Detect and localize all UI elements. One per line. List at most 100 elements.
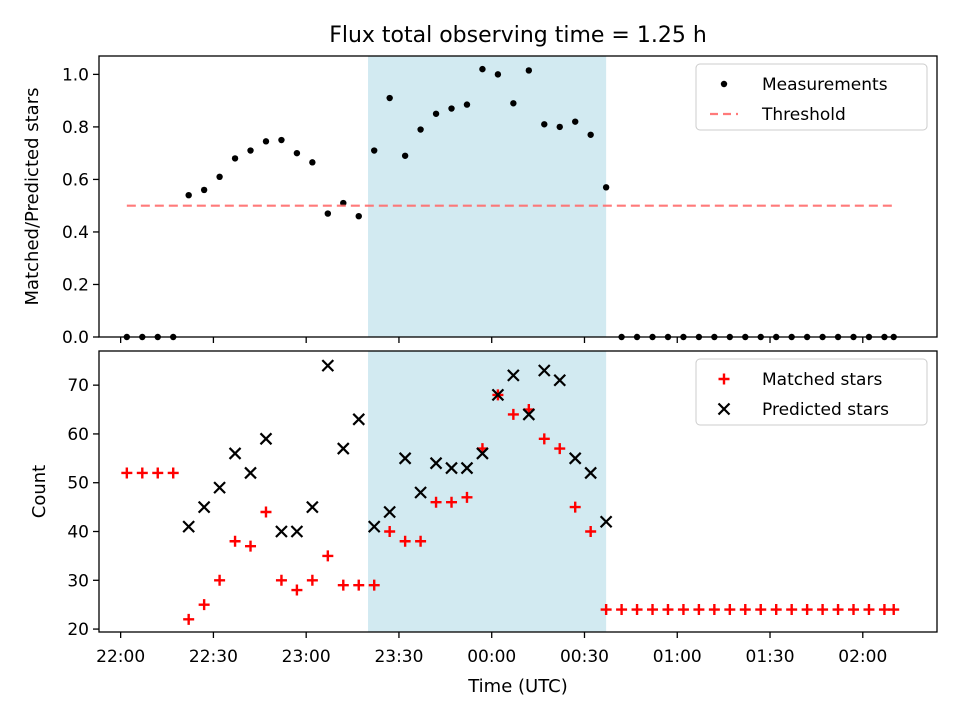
data-point bbox=[290, 525, 304, 538]
data-point bbox=[384, 526, 396, 538]
data-point bbox=[556, 123, 563, 131]
data-point bbox=[352, 413, 366, 426]
data-point bbox=[602, 184, 610, 191]
data-point bbox=[216, 173, 223, 181]
data-point bbox=[213, 481, 226, 494]
data-point bbox=[616, 604, 628, 616]
data-point bbox=[631, 604, 643, 616]
bottom-x-ticks: 22:00 22:30 23:00 23:30 00:00 00:30 01:00 01:30… bbox=[96, 632, 887, 667]
data-point bbox=[398, 452, 412, 465]
data-point bbox=[572, 118, 579, 125]
bottom-panel: 20 30 40 50 60 70 22:00 22:30 23:00 23:30 00:00 00… bbox=[29, 350, 938, 697]
data-point bbox=[152, 467, 164, 479]
data-point bbox=[863, 604, 875, 616]
x-tick-label: 23:00 bbox=[282, 647, 331, 667]
y-tick-label: 70 bbox=[67, 376, 89, 396]
data-point bbox=[541, 121, 548, 128]
data-point bbox=[200, 186, 208, 194]
data-point bbox=[585, 526, 597, 538]
data-point bbox=[507, 408, 519, 420]
data-point bbox=[460, 461, 474, 475]
data-point bbox=[259, 432, 273, 446]
y-tick-label: 1.0 bbox=[62, 65, 89, 85]
legend-marker bbox=[720, 80, 728, 88]
data-point bbox=[198, 599, 210, 611]
data-point bbox=[600, 604, 612, 616]
data-point bbox=[383, 505, 396, 519]
data-point bbox=[479, 65, 486, 73]
data-point bbox=[183, 613, 195, 625]
data-point bbox=[647, 604, 659, 616]
data-point bbox=[367, 520, 381, 533]
y-tick-label: 0.6 bbox=[62, 170, 89, 190]
top-shaded-region bbox=[368, 56, 607, 337]
data-point bbox=[786, 604, 798, 616]
data-point bbox=[371, 147, 378, 154]
data-point bbox=[476, 447, 489, 460]
data-point bbox=[553, 373, 567, 387]
x-tick-label: 22:00 bbox=[96, 647, 145, 667]
data-point bbox=[337, 579, 349, 591]
data-point bbox=[888, 604, 900, 616]
data-point bbox=[185, 191, 192, 199]
data-point bbox=[415, 535, 427, 547]
data-point bbox=[321, 359, 335, 372]
data-point bbox=[353, 579, 365, 591]
legend-marker bbox=[717, 402, 731, 416]
data-point bbox=[538, 433, 550, 445]
data-point bbox=[121, 467, 133, 479]
legend-box bbox=[695, 358, 928, 426]
data-point bbox=[368, 579, 380, 591]
data-point bbox=[182, 520, 195, 533]
y-tick-label: 0.2 bbox=[62, 275, 89, 295]
data-point bbox=[770, 604, 782, 616]
data-point bbox=[197, 500, 211, 514]
data-point bbox=[693, 604, 705, 616]
top-legend: Measurements Threshold bbox=[695, 63, 928, 131]
data-point bbox=[587, 131, 594, 138]
chart-title: Flux total observing time = 1.25 h bbox=[329, 23, 707, 48]
data-point bbox=[291, 584, 303, 596]
y-tick-label: 20 bbox=[67, 620, 89, 640]
data-point bbox=[309, 159, 316, 166]
top-y-axis-label: Matched/Predicted stars bbox=[22, 88, 43, 306]
data-point bbox=[491, 388, 505, 402]
data-point bbox=[293, 149, 301, 157]
data-point bbox=[755, 604, 767, 616]
data-point bbox=[677, 604, 689, 616]
y-tick-label: 0.4 bbox=[62, 223, 89, 243]
data-point bbox=[414, 486, 427, 499]
data-point bbox=[275, 525, 288, 538]
bottom-axes-frame bbox=[98, 350, 938, 633]
y-tick-label: 60 bbox=[67, 425, 89, 445]
bottom-y-ticks: 20 30 40 50 60 70 bbox=[67, 376, 99, 640]
y-tick-label: 30 bbox=[67, 571, 89, 591]
data-point bbox=[662, 604, 674, 616]
data-point bbox=[417, 126, 424, 133]
data-point bbox=[817, 604, 829, 616]
data-point bbox=[832, 604, 844, 616]
top-panel: 0.0 0.2 0.4 0.6 0.8 1.0 Matched/Predicted sta… bbox=[22, 55, 938, 348]
data-point bbox=[278, 136, 285, 144]
legend-label: Predicted stars bbox=[762, 400, 889, 420]
y-tick-label: 0.8 bbox=[62, 118, 89, 138]
data-point bbox=[446, 496, 458, 508]
data-point bbox=[448, 105, 455, 112]
data-point bbox=[739, 604, 751, 616]
data-point bbox=[337, 442, 350, 455]
x-tick-label: 00:30 bbox=[560, 647, 609, 667]
x-tick-label: 22:30 bbox=[189, 647, 238, 667]
data-point bbox=[584, 466, 597, 480]
data-point bbox=[848, 604, 860, 616]
data-point bbox=[229, 535, 241, 547]
data-point bbox=[386, 94, 393, 102]
legend-label: Threshold bbox=[761, 105, 846, 125]
data-point bbox=[461, 491, 473, 503]
data-point bbox=[708, 604, 720, 616]
data-point bbox=[306, 500, 319, 514]
bottom-plot-marks bbox=[121, 359, 900, 625]
y-tick-label: 50 bbox=[67, 474, 89, 494]
data-point bbox=[399, 535, 411, 547]
data-point bbox=[538, 364, 551, 377]
